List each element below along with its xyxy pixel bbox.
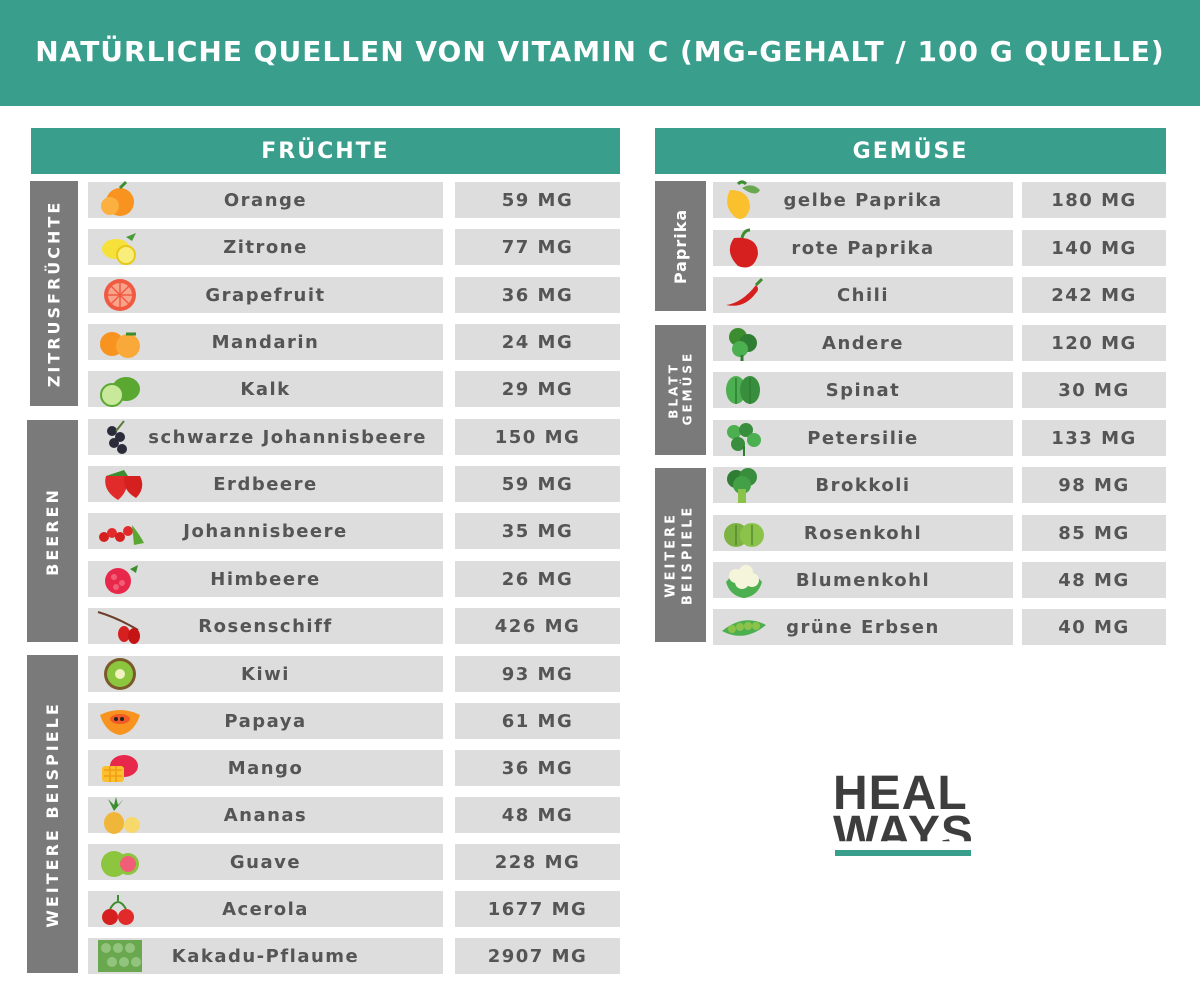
item-value: 59 MG xyxy=(455,182,620,218)
mango-icon xyxy=(102,755,138,782)
item-name: Erdbeere xyxy=(88,466,443,502)
item-name: Himbeere xyxy=(88,561,443,597)
item-name: Andere xyxy=(713,325,1013,361)
broccoli-icon xyxy=(727,468,757,503)
kakadu-plum-icon xyxy=(98,940,142,972)
item-name: Johannisbeere xyxy=(88,513,443,549)
group-label-text: WEITERE BEISPIELE xyxy=(663,504,696,606)
blackcurrant-icon xyxy=(107,420,127,454)
item-name: Blumenkohl xyxy=(713,562,1013,598)
item-value: 1677 MG xyxy=(455,891,620,927)
group-label-text: BEEREN xyxy=(43,486,63,576)
item-value: 26 MG xyxy=(455,561,620,597)
red-pepper-icon xyxy=(729,228,758,268)
item-name: Kakadu-Pflaume xyxy=(88,938,443,974)
item-value: 228 MG xyxy=(455,844,620,880)
orange-icon xyxy=(101,180,134,216)
item-name: Petersilie xyxy=(713,420,1013,456)
healways-logo: HEAL WAYS xyxy=(833,766,973,861)
group-label-berries: BEEREN xyxy=(27,420,78,642)
item-value: 120 MG xyxy=(1022,325,1166,361)
raspberry-icon xyxy=(105,565,138,594)
item-value: 150 MG xyxy=(455,419,620,455)
spinach-icon xyxy=(726,376,760,404)
item-value: 29 MG xyxy=(455,371,620,407)
item-name: Guave xyxy=(88,844,443,880)
item-name: rote Paprika xyxy=(713,230,1013,266)
item-name: Chili xyxy=(713,277,1013,313)
item-name: Spinat xyxy=(713,372,1013,408)
group-label-text: Paprika xyxy=(671,208,691,284)
yellow-pepper-icon xyxy=(727,180,760,219)
item-name: Mandarin xyxy=(88,324,443,360)
item-value: 133 MG xyxy=(1022,420,1166,456)
rosehip-icon xyxy=(97,611,140,644)
cauliflower-icon xyxy=(726,565,762,598)
acerola-icon xyxy=(102,895,134,925)
item-value: 59 MG xyxy=(455,466,620,502)
brussels-sprouts-icon xyxy=(724,523,764,547)
item-value: 85 MG xyxy=(1022,515,1166,551)
group-label-paprika: Paprika xyxy=(655,181,706,311)
item-name: Papaya xyxy=(88,703,443,739)
item-value: 93 MG xyxy=(455,656,620,692)
item-value: 2907 MG xyxy=(455,938,620,974)
item-name: Orange xyxy=(88,182,443,218)
item-value: 48 MG xyxy=(1022,562,1166,598)
peas-icon xyxy=(722,620,766,636)
item-value: 40 MG xyxy=(1022,609,1166,645)
item-name: Zitrone xyxy=(88,229,443,265)
item-value: 24 MG xyxy=(455,324,620,360)
group-label-text: BLATT GEMÜSE xyxy=(666,350,695,425)
item-value: 180 MG xyxy=(1022,182,1166,218)
group-label-leafy: BLATT GEMÜSE xyxy=(655,325,706,455)
logo-line2: WAYS xyxy=(833,807,974,860)
lime-icon xyxy=(100,377,140,407)
item-value: 77 MG xyxy=(455,229,620,265)
fruits-header: FRÜCHTE xyxy=(31,128,620,174)
vegetables-header: GEMÜSE xyxy=(655,128,1166,174)
lemon-icon xyxy=(102,233,136,265)
group-label-text: ZITRUSFRÜCHTE xyxy=(44,199,64,388)
item-value: 48 MG xyxy=(455,797,620,833)
item-name: Kalk xyxy=(88,371,443,407)
grapefruit-icon xyxy=(104,279,136,311)
mandarin-icon xyxy=(100,332,140,358)
item-name: Ananas xyxy=(88,797,443,833)
parsley-icon xyxy=(727,423,761,456)
kale-icon xyxy=(729,328,757,361)
page-title: NATÜRLICHE QUELLEN VON VITAMIN C (MG-GEH… xyxy=(35,34,1165,68)
item-name: Mango xyxy=(88,750,443,786)
chili-icon xyxy=(726,277,764,306)
item-value: 426 MG xyxy=(455,608,620,644)
strawberry-icon xyxy=(105,470,143,500)
item-value: 36 MG xyxy=(455,277,620,313)
item-value: 36 MG xyxy=(455,750,620,786)
item-value: 242 MG xyxy=(1022,277,1166,313)
item-name: gelbe Paprika xyxy=(713,182,1013,218)
item-name: schwarze Johannisbeere xyxy=(88,419,443,455)
guava-icon xyxy=(101,851,139,877)
pineapple-icon xyxy=(104,797,140,834)
group-label-text: WEITERE BEISPIELE xyxy=(43,700,62,928)
papaya-icon xyxy=(100,710,140,735)
kiwi-icon xyxy=(104,658,136,690)
item-name: Kiwi xyxy=(88,656,443,692)
item-value: 30 MG xyxy=(1022,372,1166,408)
item-value: 140 MG xyxy=(1022,230,1166,266)
group-label-other-veg: WEITERE BEISPIELE xyxy=(655,468,706,642)
item-value: 61 MG xyxy=(455,703,620,739)
title-banner: NATÜRLICHE QUELLEN VON VITAMIN C (MG-GEH… xyxy=(0,0,1200,106)
logo-underline xyxy=(835,850,971,856)
item-value: 35 MG xyxy=(455,513,620,549)
item-name: Rosenschiff xyxy=(88,608,443,644)
group-label-other-fruits: WEITERE BEISPIELE xyxy=(27,655,78,973)
logo-line1: HEAL xyxy=(833,767,968,820)
item-value: 98 MG xyxy=(1022,467,1166,503)
group-label-citrus: ZITRUSFRÜCHTE xyxy=(30,181,78,406)
item-name: Grapefruit xyxy=(88,277,443,313)
item-name: Brokkoli xyxy=(713,467,1013,503)
item-name: Acerola xyxy=(88,891,443,927)
redcurrant-icon xyxy=(99,525,144,545)
